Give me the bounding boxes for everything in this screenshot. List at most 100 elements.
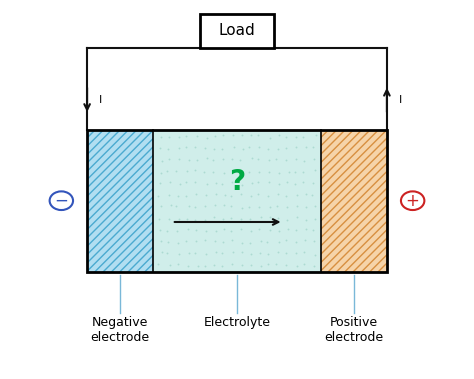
Point <box>219 156 227 162</box>
Point <box>184 263 192 269</box>
Point <box>237 191 244 197</box>
Point <box>192 238 200 244</box>
Point <box>175 133 183 139</box>
Point <box>264 193 272 199</box>
Point <box>254 157 262 163</box>
Point <box>272 261 280 267</box>
Point <box>284 226 292 232</box>
Point <box>165 192 173 198</box>
Point <box>227 228 235 234</box>
Point <box>237 169 245 175</box>
Point <box>255 179 262 185</box>
Point <box>245 204 253 210</box>
Point <box>283 217 291 223</box>
Point <box>210 214 218 220</box>
Point <box>246 144 253 150</box>
Point <box>309 227 316 233</box>
Point <box>282 145 290 151</box>
Point <box>228 203 235 209</box>
Point <box>293 203 301 209</box>
Point <box>266 204 273 210</box>
Point <box>194 263 202 269</box>
Point <box>167 202 174 208</box>
Point <box>228 156 236 162</box>
Point <box>182 179 190 185</box>
Point <box>203 181 210 187</box>
Point <box>285 169 292 175</box>
Point <box>239 146 246 152</box>
Point <box>201 145 209 151</box>
Point <box>191 144 199 150</box>
Point <box>239 249 246 255</box>
Point <box>156 145 164 151</box>
Bar <box>87 130 387 272</box>
Point <box>301 249 308 255</box>
Point <box>309 192 316 198</box>
Point <box>274 249 282 255</box>
Point <box>192 191 200 197</box>
Point <box>191 167 199 173</box>
Point <box>292 144 300 150</box>
Point <box>201 202 209 208</box>
Point <box>200 169 208 175</box>
Point <box>156 227 164 233</box>
Point <box>283 134 290 140</box>
Text: ?: ? <box>229 168 245 196</box>
Point <box>255 250 263 256</box>
Point <box>209 157 217 163</box>
Point <box>157 169 165 175</box>
Point <box>191 250 199 256</box>
Point <box>212 180 220 186</box>
Point <box>247 193 255 199</box>
Point <box>265 169 273 175</box>
Point <box>193 133 201 139</box>
Point <box>311 203 319 209</box>
Point <box>291 181 298 187</box>
Point <box>257 238 265 244</box>
Point <box>175 145 183 151</box>
Point <box>175 251 182 257</box>
Point <box>300 157 308 163</box>
Point <box>255 226 263 232</box>
Point <box>155 193 162 199</box>
Point <box>228 215 235 221</box>
Point <box>173 202 180 208</box>
Point <box>184 226 192 232</box>
Point <box>185 250 193 256</box>
Point <box>274 215 282 221</box>
Point <box>202 193 210 199</box>
Point <box>229 168 237 174</box>
Point <box>247 228 255 234</box>
Point <box>174 193 182 199</box>
Point <box>210 146 218 152</box>
Point <box>219 181 226 187</box>
Point <box>264 262 272 268</box>
Point <box>185 157 192 163</box>
Point <box>257 263 264 269</box>
Point <box>264 146 272 152</box>
Point <box>191 216 199 222</box>
Point <box>238 132 246 138</box>
Point <box>292 156 299 162</box>
Point <box>157 134 164 140</box>
Point <box>228 261 236 267</box>
Point <box>209 169 217 175</box>
Point <box>156 180 164 186</box>
Point <box>275 181 283 187</box>
Point <box>247 251 255 257</box>
Point <box>293 192 301 198</box>
Point <box>264 251 271 257</box>
Point <box>266 214 273 220</box>
Point <box>274 191 282 197</box>
Point <box>302 191 310 197</box>
Point <box>237 226 245 232</box>
Text: −: − <box>55 192 68 210</box>
Point <box>173 168 180 174</box>
Point <box>310 238 318 244</box>
Point <box>173 228 181 234</box>
Point <box>255 204 263 210</box>
Point <box>191 204 199 210</box>
Point <box>273 156 280 162</box>
Point <box>300 261 308 267</box>
Point <box>155 216 163 222</box>
